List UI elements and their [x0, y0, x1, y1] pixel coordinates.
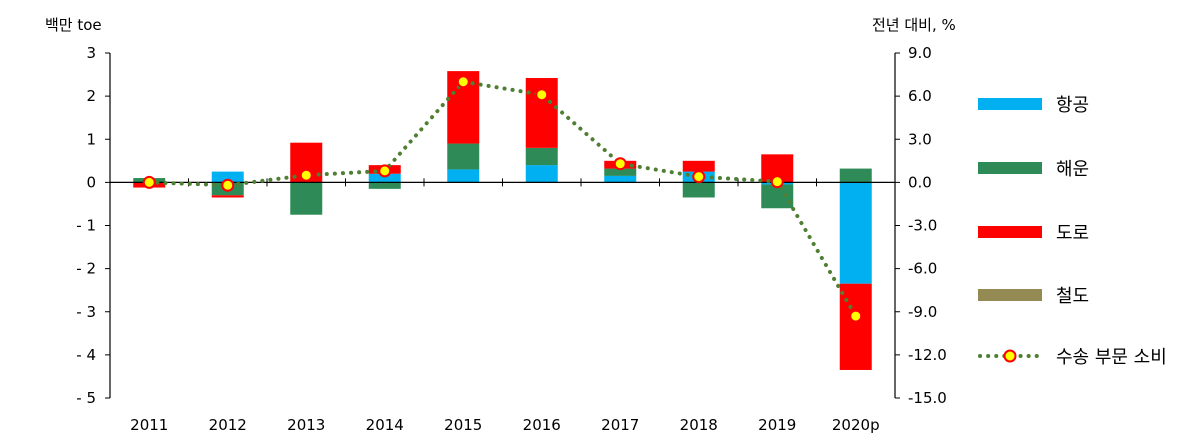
bar-2020p-series-0	[839, 182, 872, 284]
category-label-2018: 2018	[680, 416, 718, 434]
left-tick-label: - 4	[76, 346, 96, 364]
legend-label-1: 해운	[1056, 159, 1089, 180]
left-tick-label: - 2	[76, 260, 96, 278]
bar-2015-series-0	[447, 169, 480, 183]
category-label-2020p: 2020p	[832, 416, 880, 434]
bar-2017-series-1	[604, 168, 637, 176]
bar-2016-series-1	[525, 147, 558, 166]
right-tick-label: 3.0	[908, 130, 932, 148]
right-tick-label: -9.0	[908, 303, 937, 321]
bar-2018-series-2	[682, 160, 715, 172]
line-point-2013	[299, 168, 313, 182]
bar-2012-series-2	[211, 195, 244, 198]
right-tick-label: -12.0	[908, 346, 947, 364]
line-point-2012	[221, 178, 235, 192]
line-layer	[142, 75, 863, 323]
bar-2014-series-0	[368, 173, 401, 183]
line-point-2019	[770, 175, 784, 189]
category-label-2015: 2015	[444, 416, 482, 434]
bar-layer	[133, 71, 872, 370]
legend-label-3: 철도	[1056, 286, 1089, 307]
line-point-2014	[378, 164, 392, 178]
bar-2019-series-1	[761, 184, 794, 209]
bar-2020p-series-1	[839, 168, 872, 183]
right-axis-unit-label: 전년 대비, %	[872, 16, 956, 34]
line-point-2018	[692, 170, 706, 184]
right-tick-label: -3.0	[908, 217, 937, 235]
line-point-2017	[613, 157, 627, 171]
category-label-2013: 2013	[287, 416, 325, 434]
legend-swatch-1	[978, 162, 1042, 174]
left-tick-label: 0	[86, 173, 96, 191]
legend-label-line: 수송 부문 소비	[1056, 347, 1167, 368]
category-label-2012: 2012	[209, 416, 247, 434]
right-tick-label: 0.0	[908, 173, 932, 191]
bar-2013-series-1	[290, 182, 323, 215]
category-label-2011: 2011	[130, 416, 168, 434]
bar-2017-series-0	[604, 175, 637, 183]
legend-label-0: 항공	[1056, 95, 1089, 116]
legend-swatch-2	[978, 226, 1042, 238]
left-tick-label: 3	[86, 44, 96, 62]
axes-layer: 3 2 1 0 - 1 - 2 - 3 - 4 - 5 9.0 6.0 3.0 0.0 -3.0 -6.0 -…	[45, 16, 956, 434]
line-point-2020p	[849, 309, 863, 323]
legend-swatch-0	[978, 98, 1042, 110]
right-tick-label: 9.0	[908, 44, 932, 62]
line-point-2011	[142, 175, 156, 189]
legend-line-marker	[1003, 349, 1017, 363]
left-tick-label: 1	[86, 130, 96, 148]
left-tick-label: - 5	[76, 389, 96, 407]
bar-2015-series-1	[447, 143, 480, 170]
line-point-2016	[535, 88, 549, 102]
category-label-2017: 2017	[601, 416, 639, 434]
left-tick-label: - 3	[76, 303, 96, 321]
line-series-path	[147, 79, 858, 319]
left-tick-label: - 1	[76, 217, 96, 235]
legend-label-2: 도로	[1056, 223, 1089, 244]
category-label-2014: 2014	[366, 416, 404, 434]
right-tick-label: -15.0	[908, 389, 947, 407]
right-tick-label: -6.0	[908, 260, 937, 278]
right-tick-label: 6.0	[908, 87, 932, 105]
line-point-2015	[456, 75, 470, 89]
bar-2020p-series-2	[839, 283, 872, 370]
bar-2018-series-1	[682, 182, 715, 198]
left-tick-label: 2	[86, 87, 96, 105]
left-axis-unit-label: 백만 toe	[45, 16, 102, 34]
category-label-2016: 2016	[523, 416, 561, 434]
legend-swatch-3	[978, 289, 1042, 301]
bar-2016-series-0	[525, 165, 558, 183]
bar-2012-series-0	[211, 171, 244, 183]
bar-2014-series-1	[368, 182, 401, 189]
category-label-2019: 2019	[758, 416, 796, 434]
